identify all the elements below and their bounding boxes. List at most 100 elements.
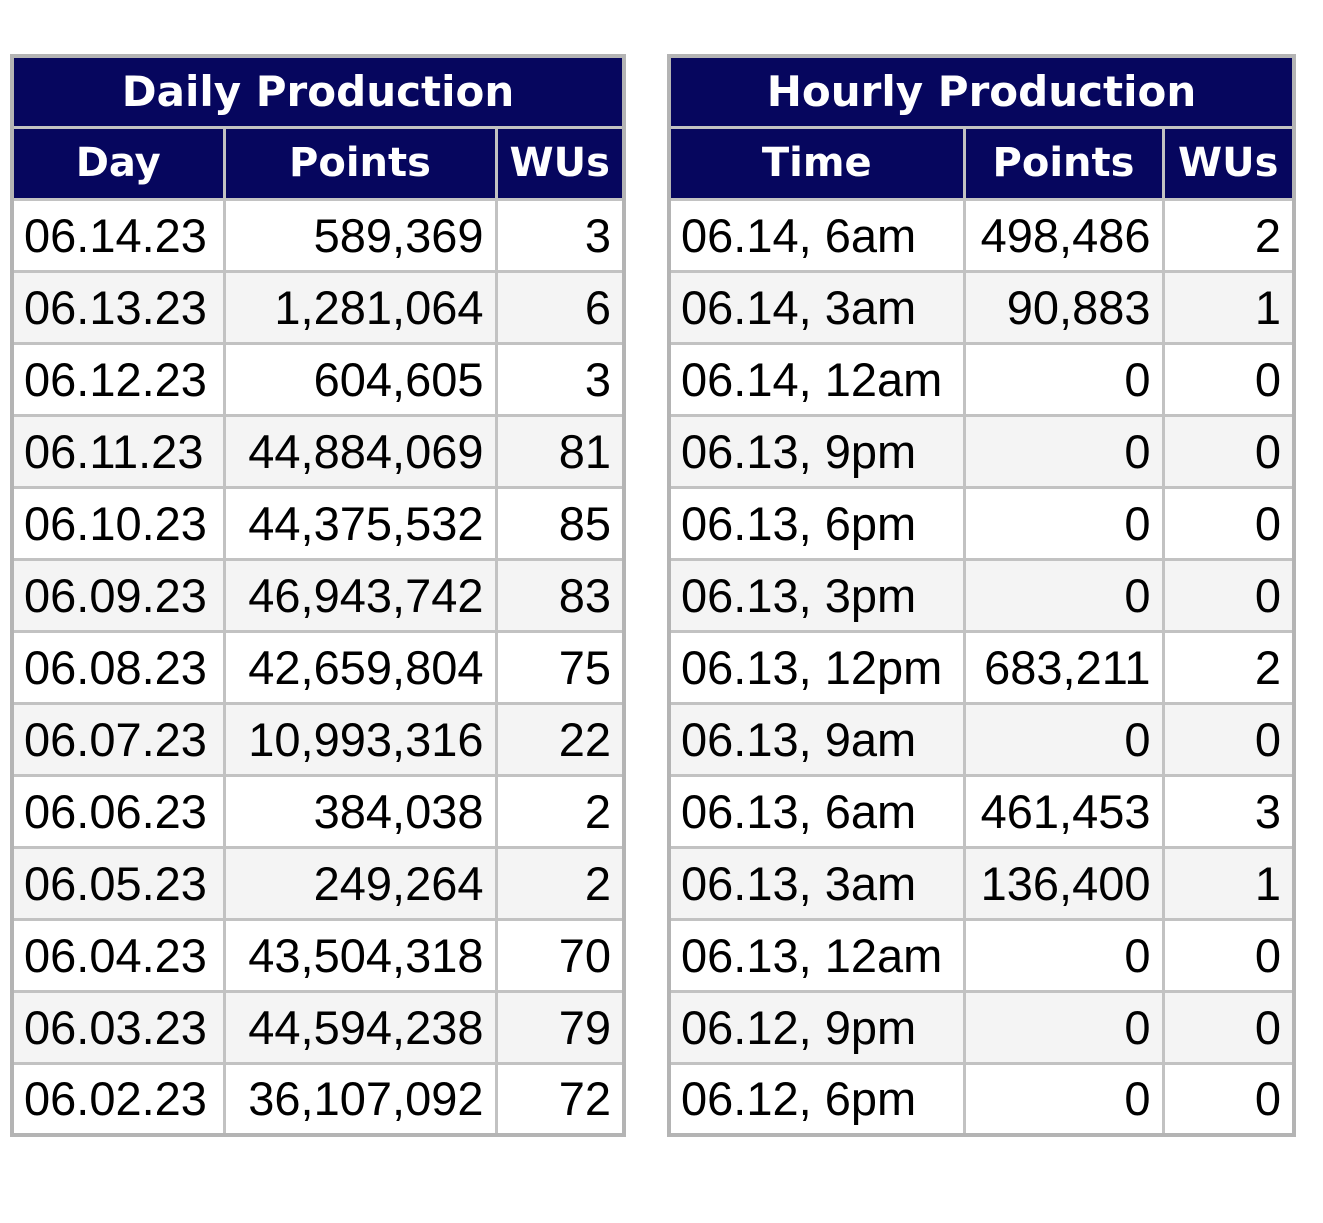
row-value-cell: 44,594,238: [222, 989, 498, 1065]
table-row: 06.13.23 1,281,064 6: [10, 269, 626, 345]
hourly-table-title: Hourly Production: [667, 54, 1296, 129]
row-value-cell: 0: [1161, 485, 1296, 561]
table-row: 06.13, 3pm 0 0: [667, 557, 1296, 633]
daily-table-title: Daily Production: [10, 54, 626, 129]
row-value-cell: 0: [1161, 557, 1296, 633]
row-value-cell: 75: [494, 629, 626, 705]
column-header-day: Day: [10, 125, 226, 201]
row-label-cell: 06.10.23: [10, 485, 226, 561]
row-value-cell: 90,883: [962, 269, 1165, 345]
row-label-cell: 06.02.23: [10, 1061, 226, 1137]
table-row: 06.13, 6am 461,453 3: [667, 773, 1296, 849]
row-label-cell: 06.14, 12am: [667, 341, 966, 417]
table-row: 06.13, 12pm 683,211 2: [667, 629, 1296, 705]
table-row: 06.12, 6pm 0 0: [667, 1061, 1296, 1137]
hourly-production-table: Hourly Production Time Points WUs 06.14,…: [667, 54, 1296, 1137]
column-header-wus: WUs: [494, 125, 626, 201]
row-label-cell: 06.06.23: [10, 773, 226, 849]
row-value-cell: 0: [1161, 413, 1296, 489]
table-row: 06.14, 12am 0 0: [667, 341, 1296, 417]
table-row: 06.13, 12am 0 0: [667, 917, 1296, 993]
row-label-cell: 06.12.23: [10, 341, 226, 417]
row-value-cell: 2: [494, 845, 626, 921]
row-value-cell: 72: [494, 1061, 626, 1137]
row-value-cell: 10,993,316: [222, 701, 498, 777]
row-value-cell: 384,038: [222, 773, 498, 849]
row-value-cell: 0: [962, 1061, 1165, 1137]
row-value-cell: 79: [494, 989, 626, 1065]
table-row: 06.14.23 589,369 3: [10, 197, 626, 273]
row-value-cell: 136,400: [962, 845, 1165, 921]
row-label-cell: 06.14.23: [10, 197, 226, 273]
hourly-table-body: 06.14, 6am 498,486 2 06.14, 3am 90,883 1 06.14…: [667, 197, 1296, 1137]
row-value-cell: 498,486: [962, 197, 1165, 273]
row-value-cell: 3: [494, 341, 626, 417]
table-row: 06.12.23 604,605 3: [10, 341, 626, 417]
daily-table-body: 06.14.23 589,369 3 06.13.23 1,281,064 6 06.12.…: [10, 197, 626, 1137]
table-header-row: Time Points WUs: [667, 125, 1296, 201]
row-label-cell: 06.13, 6am: [667, 773, 966, 849]
table-row: 06.02.23 36,107,092 72: [10, 1061, 626, 1137]
row-value-cell: 0: [962, 413, 1165, 489]
row-label-cell: 06.12, 6pm: [667, 1061, 966, 1137]
row-value-cell: 0: [962, 701, 1165, 777]
row-value-cell: 42,659,804: [222, 629, 498, 705]
row-value-cell: 461,453: [962, 773, 1165, 849]
row-value-cell: 0: [1161, 341, 1296, 417]
table-row: 06.11.23 44,884,069 81: [10, 413, 626, 489]
row-value-cell: 1,281,064: [222, 269, 498, 345]
row-value-cell: 683,211: [962, 629, 1165, 705]
table-row: 06.13, 3am 136,400 1: [667, 845, 1296, 921]
row-value-cell: 604,605: [222, 341, 498, 417]
row-value-cell: 6: [494, 269, 626, 345]
row-value-cell: 3: [1161, 773, 1296, 849]
table-row: 06.13, 6pm 0 0: [667, 485, 1296, 561]
row-value-cell: 22: [494, 701, 626, 777]
row-label-cell: 06.07.23: [10, 701, 226, 777]
row-value-cell: 44,884,069: [222, 413, 498, 489]
row-value-cell: 0: [962, 341, 1165, 417]
table-row: 06.08.23 42,659,804 75: [10, 629, 626, 705]
table-row: 06.13, 9pm 0 0: [667, 413, 1296, 489]
table-row: 06.09.23 46,943,742 83: [10, 557, 626, 633]
row-value-cell: 0: [962, 917, 1165, 993]
row-value-cell: 2: [494, 773, 626, 849]
row-label-cell: 06.04.23: [10, 917, 226, 993]
row-value-cell: 0: [962, 557, 1165, 633]
column-header-time: Time: [667, 125, 966, 201]
row-value-cell: 85: [494, 485, 626, 561]
row-label-cell: 06.13, 12am: [667, 917, 966, 993]
row-value-cell: 70: [494, 917, 626, 993]
row-value-cell: 1: [1161, 845, 1296, 921]
row-label-cell: 06.13, 9pm: [667, 413, 966, 489]
row-value-cell: 589,369: [222, 197, 498, 273]
table-title-row: Daily Production: [10, 54, 626, 129]
column-header-wus: WUs: [1161, 125, 1296, 201]
row-value-cell: 43,504,318: [222, 917, 498, 993]
row-label-cell: 06.14, 3am: [667, 269, 966, 345]
row-value-cell: 2: [1161, 629, 1296, 705]
row-label-cell: 06.08.23: [10, 629, 226, 705]
row-value-cell: 0: [1161, 989, 1296, 1065]
table-row: 06.04.23 43,504,318 70: [10, 917, 626, 993]
row-value-cell: 83: [494, 557, 626, 633]
row-value-cell: 36,107,092: [222, 1061, 498, 1137]
row-label-cell: 06.13, 6pm: [667, 485, 966, 561]
row-value-cell: 1: [1161, 269, 1296, 345]
row-label-cell: 06.13, 9am: [667, 701, 966, 777]
row-value-cell: 3: [494, 197, 626, 273]
row-value-cell: 44,375,532: [222, 485, 498, 561]
table-header-row: Day Points WUs: [10, 125, 626, 201]
row-value-cell: 249,264: [222, 845, 498, 921]
table-title-row: Hourly Production: [667, 54, 1296, 129]
row-value-cell: 0: [962, 485, 1165, 561]
row-label-cell: 06.09.23: [10, 557, 226, 633]
table-row: 06.12, 9pm 0 0: [667, 989, 1296, 1065]
table-row: 06.10.23 44,375,532 85: [10, 485, 626, 561]
row-label-cell: 06.13, 3am: [667, 845, 966, 921]
daily-production-table: Daily Production Day Points WUs 06.14.23…: [10, 54, 626, 1137]
row-label-cell: 06.03.23: [10, 989, 226, 1065]
row-value-cell: 46,943,742: [222, 557, 498, 633]
table-row: 06.14, 3am 90,883 1: [667, 269, 1296, 345]
row-label-cell: 06.13, 3pm: [667, 557, 966, 633]
